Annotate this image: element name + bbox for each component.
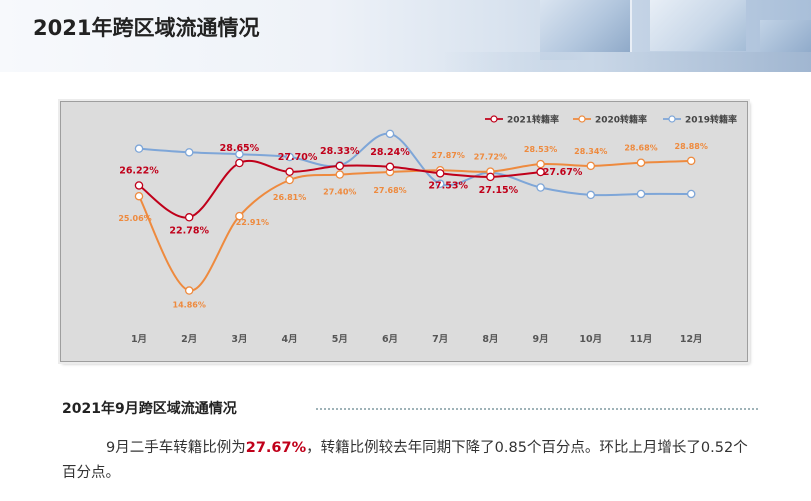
legend-label: 2019转籍率 <box>685 114 737 126</box>
data-label-2020: 28.53% <box>524 145 557 154</box>
data-point-2020转籍率 <box>134 191 144 201</box>
data-point-2021转籍率 <box>285 167 294 177</box>
data-label-2020: 26.81% <box>273 193 306 202</box>
x-tick-label: 7月 <box>432 334 448 345</box>
data-label-2020: 28.34% <box>574 147 607 156</box>
data-label-2020: 27.87% <box>432 151 465 160</box>
data-point-2021转籍率 <box>335 161 345 171</box>
data-point-2021转籍率 <box>435 169 445 178</box>
data-point-2019转籍率 <box>235 149 244 159</box>
x-tick-label: 12月 <box>680 334 703 345</box>
data-label-2020: 27.68% <box>373 186 406 195</box>
data-point-2021转籍率 <box>184 213 194 222</box>
page-title: 2021年跨区域流通情况 <box>33 16 260 40</box>
data-point-2020转籍率 <box>536 159 545 169</box>
data-point-2021转籍率 <box>134 181 144 190</box>
data-point-2021转籍率 <box>486 172 495 182</box>
data-point-2019转籍率 <box>586 190 596 200</box>
data-label-2021: 22.78% <box>169 225 209 236</box>
data-point-2020转籍率 <box>184 286 194 295</box>
x-tick-label: 10月 <box>579 334 602 345</box>
section-title: 2021年9月跨区域流通情况 <box>62 401 237 417</box>
data-point-2019转籍率 <box>385 129 395 139</box>
data-label-2020: 14.86% <box>173 301 206 310</box>
data-point-2019转籍率 <box>134 144 144 153</box>
banner-cube-decoration <box>650 0 746 51</box>
data-point-2021转籍率 <box>385 162 395 172</box>
data-point-2021转籍率 <box>536 167 545 177</box>
data-point-2019转籍率 <box>285 152 294 162</box>
line-chart-panel: 1月 2月 3月 4月 5月 6月 7月 8月 9月 10月 11月 12月 25.06% 14.86% 2… <box>60 101 748 362</box>
x-tick-label: 6月 <box>382 334 398 345</box>
data-point-2020转籍率 <box>686 156 696 166</box>
data-point-2020转籍率 <box>636 158 646 167</box>
x-tick-label: 4月 <box>282 334 298 345</box>
x-tick-label: 8月 <box>482 334 498 345</box>
data-label-2021: 27.67% <box>543 167 583 178</box>
summary-text-end: ，转籍比例较去年同期下降了0.85个百分点。环比上月增长了0.52个百分点。 <box>62 440 748 481</box>
data-point-2021转籍率 <box>235 158 244 168</box>
data-label-2021: 26.22% <box>119 165 159 176</box>
x-tick-label: 1月 <box>131 334 147 345</box>
data-label-2020: 28.88% <box>675 142 708 151</box>
data-label-2021: 27.70% <box>278 152 318 163</box>
data-point-2019转籍率 <box>184 148 194 157</box>
data-label-2021: 27.53% <box>428 180 468 191</box>
data-point-2019转籍率 <box>536 183 545 192</box>
data-label-2020: 25.06% <box>118 214 151 223</box>
data-point-2020转籍率 <box>285 175 294 185</box>
data-label-2020: 27.40% <box>323 188 356 197</box>
header-banner: 2021年跨区域流通情况 <box>0 0 811 72</box>
legend-swatch-marker <box>578 115 586 123</box>
x-tick-label: 2月 <box>181 334 197 345</box>
data-point-2020转籍率 <box>586 161 596 171</box>
legend-swatch-marker <box>490 115 498 123</box>
x-tick-label: 11月 <box>630 334 653 345</box>
data-point-2019转籍率 <box>435 179 445 189</box>
data-label-2020: 27.72% <box>474 153 507 162</box>
data-label-2021: 28.65% <box>220 143 260 154</box>
data-point-2019转籍率 <box>636 189 646 199</box>
summary-paragraph: 9月二手车转籍比例为27.67%，转籍比例较去年同期下降了0.85个百分点。环比… <box>62 436 762 486</box>
data-point-2020转籍率 <box>335 170 345 179</box>
legend-label: 2021转籍率 <box>507 114 559 126</box>
data-label-2020: 22.91% <box>236 218 269 227</box>
line-chart: 1月 2月 3月 4月 5月 6月 7月 8月 9月 10月 11月 12月 25.06% 14.86% 2… <box>118 114 737 346</box>
x-tick-label: 3月 <box>231 334 247 345</box>
x-tick-label: 9月 <box>533 334 549 345</box>
legend-label: 2020转籍率 <box>595 114 647 126</box>
banner-floor-decoration <box>440 52 811 72</box>
banner-cube-decoration <box>540 0 632 60</box>
data-label-2021: 27.15% <box>479 185 519 196</box>
data-point-2020转籍率 <box>235 211 244 221</box>
x-tick-label: 5月 <box>332 334 348 345</box>
data-point-2019转籍率 <box>686 189 696 199</box>
summary-text-start: 9月二手车转籍比例为 <box>106 440 246 456</box>
data-label-2021: 28.24% <box>370 147 410 158</box>
data-label-2020: 28.68% <box>624 144 657 153</box>
legend-swatch-marker <box>668 115 676 123</box>
summary-highlight-rate: 27.67% <box>245 440 307 456</box>
section-divider <box>316 408 758 410</box>
data-label-2021: 28.33% <box>320 146 360 157</box>
